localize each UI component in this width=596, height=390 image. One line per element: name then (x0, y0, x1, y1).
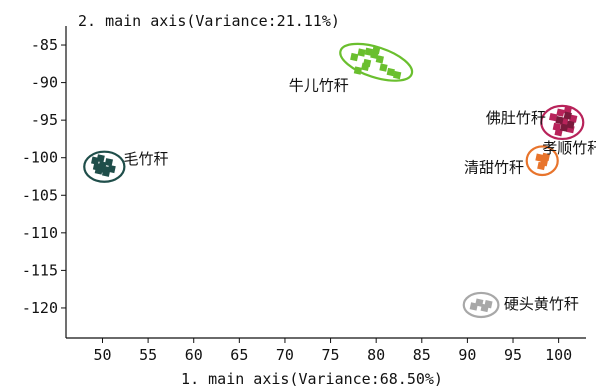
data-point (537, 161, 546, 171)
x-tick-label: 60 (185, 346, 203, 364)
y-axis-title: 2. main axis(Variance:21.11%) (78, 12, 340, 30)
data-point (372, 46, 381, 55)
data-point (563, 111, 572, 120)
data-point (92, 162, 102, 171)
group-label: 佛肚竹秆 (486, 109, 546, 127)
data-point (386, 67, 395, 77)
group-label: 毛竹秆 (123, 150, 168, 168)
group-label: 孝顺竹秆 (542, 139, 596, 157)
x-tick-label: 85 (413, 346, 431, 364)
x-axis-title: 1. main axis(Variance:68.50%) (181, 370, 443, 388)
y-tick-label: -115 (22, 261, 58, 279)
data-point (96, 154, 105, 163)
data-point (549, 112, 558, 122)
group-ellipse (339, 42, 414, 82)
x-tick-label: 65 (230, 346, 248, 364)
data-point (475, 298, 484, 307)
y-tick-label: -90 (31, 74, 58, 92)
data-point (357, 48, 366, 57)
group-ellipse (540, 104, 585, 141)
x-tick-label: 70 (276, 346, 294, 364)
data-point (104, 158, 114, 167)
data-point (364, 47, 374, 56)
y-tick-label: -100 (22, 149, 58, 167)
data-point (379, 63, 388, 72)
group-ellipse (525, 145, 559, 177)
group-label: 清甜竹秆 (464, 158, 524, 176)
group-ellipse (83, 150, 126, 183)
data-point (556, 108, 565, 117)
y-tick-label: -85 (31, 36, 58, 54)
x-tick-label: 90 (458, 346, 476, 364)
data-point (101, 165, 110, 174)
axes: 50 55 60 65 70 75 80 85 90 95 100 -85 -90 -95 -100 -105… (22, 26, 586, 364)
y-tick-label: -105 (22, 186, 58, 204)
data-point (375, 55, 384, 64)
x-tick-label: 50 (93, 346, 111, 364)
data-point (353, 66, 363, 75)
data-points (91, 46, 578, 313)
group-ellipses (83, 42, 585, 319)
y-tick-label: -120 (22, 299, 58, 317)
x-tick-label: 55 (139, 346, 157, 364)
data-point (541, 152, 551, 162)
group-ellipse (462, 291, 500, 319)
x-tick-label: 95 (504, 346, 522, 364)
x-tick-label: 75 (322, 346, 340, 364)
x-tick-label: 80 (367, 346, 385, 364)
y-tick-label: -110 (22, 224, 58, 242)
group-label: 硬头黄竹秆 (504, 295, 579, 313)
y-tick-label: -95 (31, 111, 58, 129)
group-label: 牛儿竹秆 (289, 77, 349, 95)
data-point (559, 123, 569, 132)
data-point (555, 115, 564, 125)
data-point (350, 52, 359, 62)
data-point (569, 114, 578, 123)
x-tick-label: 100 (545, 346, 572, 364)
data-point (361, 62, 370, 71)
data-point (484, 300, 493, 309)
data-point (393, 70, 402, 80)
data-point (566, 120, 575, 129)
data-point (107, 164, 116, 174)
